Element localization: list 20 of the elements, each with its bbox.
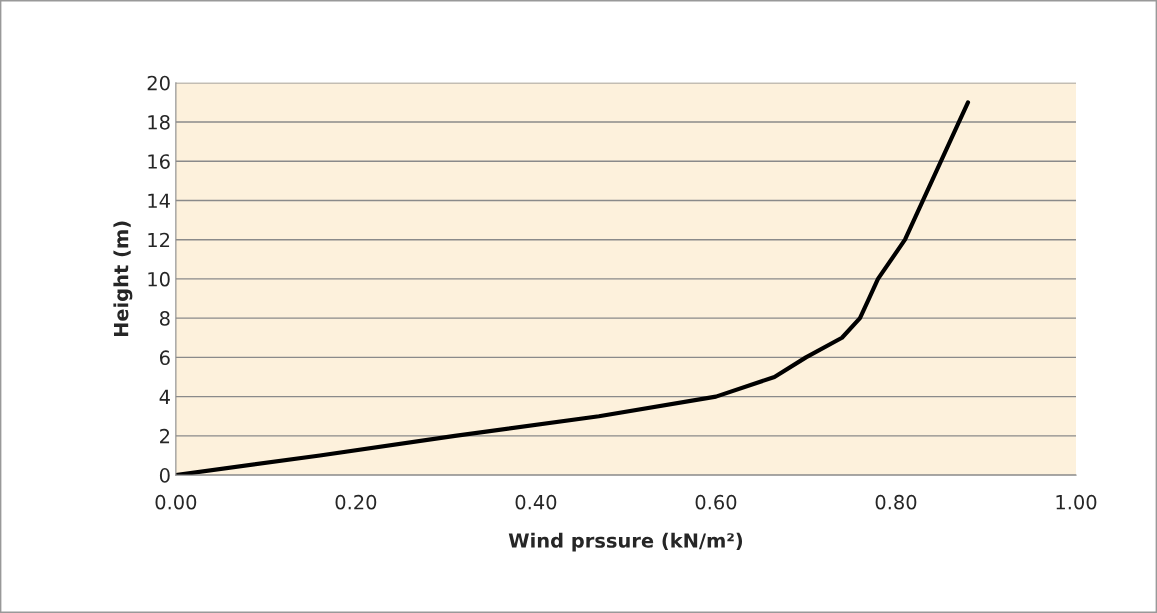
line-series	[175, 100, 971, 476]
x-tick-label: 0.60	[695, 494, 737, 510]
x-tick-label: 1.00	[1056, 494, 1097, 510]
x-tick-label: 0.80	[875, 494, 917, 510]
x-tick-label: 0.40	[515, 494, 557, 510]
y-tick-label: 16	[148, 154, 170, 169]
y-tick-label: 20	[147, 75, 170, 91]
x-tick-label: 0.20	[335, 494, 377, 510]
y-tick-label: 0	[159, 468, 170, 483]
y-tick-label: 2	[160, 428, 170, 444]
y-tick-label: 4	[159, 389, 170, 404]
y-tick-label: 6	[159, 350, 170, 366]
y-axis-title: Height (m)	[113, 221, 133, 337]
y-tick-label: 12	[148, 232, 170, 248]
y-tick-label: 18	[148, 114, 170, 130]
y-tick-label: 14	[148, 193, 170, 208]
x-axis-title: Wind prssure (kN/m²)	[508, 532, 743, 552]
y-tick-label: 10	[148, 271, 170, 287]
y-tick-label: 8	[159, 311, 170, 326]
x-tick-label: 0.00	[155, 494, 197, 510]
